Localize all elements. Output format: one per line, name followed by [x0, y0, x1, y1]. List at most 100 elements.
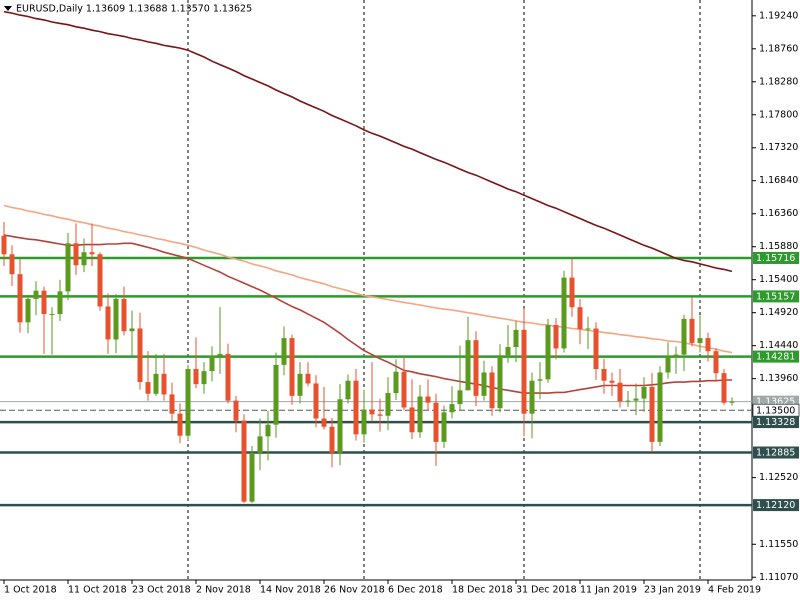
candle-body	[33, 290, 39, 299]
candle-body	[481, 372, 487, 396]
y-tick-label: 1.13960	[759, 373, 798, 384]
candle-body	[57, 291, 63, 315]
chart-title: EURUSD,Daily 1.13609 1.13688 1.13570 1.1…	[16, 4, 252, 15]
candle-body	[681, 318, 687, 355]
candle-body	[473, 340, 479, 396]
x-tick-label: 1 Oct 2018	[4, 585, 57, 596]
candle-body	[585, 328, 591, 330]
candle-body	[297, 373, 303, 396]
candle-body	[129, 328, 135, 332]
candle-body	[529, 380, 535, 414]
candle-body	[217, 353, 223, 356]
x-tick-label: 14 Nov 2018	[260, 585, 321, 596]
price-level-label: 1.15157	[756, 291, 795, 302]
x-tick-label: 31 Dec 2018	[516, 585, 577, 596]
candle-body	[425, 396, 431, 403]
candle-body	[465, 340, 471, 391]
x-tick-label: 4 Feb 2019	[708, 585, 761, 596]
candle-body	[513, 329, 519, 348]
candle-body	[185, 369, 191, 436]
candle-body	[697, 338, 703, 343]
moving-average	[3, 204, 733, 354]
candle-body	[241, 420, 247, 502]
candle-body	[673, 354, 679, 357]
candle-body	[257, 436, 263, 453]
price-level-tag	[753, 416, 799, 429]
price-level-label: 1.14281	[756, 352, 795, 363]
candle-body	[225, 353, 231, 401]
candle-body	[105, 306, 111, 340]
price-level-tag	[753, 251, 799, 264]
candle-body	[705, 338, 711, 352]
candle-body	[41, 290, 47, 315]
x-tick-label: 11 Oct 2018	[68, 585, 127, 596]
candle-body	[441, 412, 447, 442]
candle-body	[409, 407, 415, 433]
candle-body	[385, 393, 391, 416]
candle-body	[65, 243, 71, 292]
y-tick-label: 1.16360	[759, 208, 798, 219]
candle-body	[177, 413, 183, 436]
candle-body	[81, 252, 87, 266]
candle-body	[49, 314, 55, 316]
y-tick-label: 1.17800	[759, 109, 798, 120]
candle-body	[113, 298, 119, 340]
candle-body	[657, 372, 663, 442]
candle-body	[329, 426, 335, 453]
price-level-tag	[753, 499, 799, 512]
candle-body	[153, 373, 159, 394]
candle-body	[505, 347, 511, 356]
price-level-tag	[753, 446, 799, 459]
price-level-label: 1.12885	[756, 448, 795, 459]
price-level-tag	[753, 350, 799, 363]
price-level-label: 1.13625	[756, 397, 795, 408]
candle-body	[313, 383, 319, 419]
candle-body	[305, 373, 311, 384]
y-tick-label: 1.14440	[759, 340, 798, 351]
candle-body	[489, 372, 495, 409]
candle-body	[401, 371, 407, 408]
candle-body	[321, 418, 327, 427]
x-tick-label: 18 Dec 2018	[452, 585, 513, 596]
candle-body	[689, 318, 695, 343]
y-tick-label: 1.15880	[759, 241, 798, 252]
candle-body	[449, 404, 455, 413]
candle-body	[609, 380, 615, 383]
candle-body	[649, 386, 655, 442]
candle-body	[137, 328, 143, 383]
x-tick-label: 23 Jan 2019	[644, 585, 701, 596]
x-tick-label: 11 Jan 2019	[580, 585, 637, 596]
candle-body	[393, 371, 399, 394]
candle-body	[193, 369, 199, 385]
x-tick-label: 23 Oct 2018	[132, 585, 191, 596]
candle-body	[577, 307, 583, 330]
candle-body	[561, 277, 567, 349]
candle-body	[537, 379, 543, 381]
y-tick-label: 1.11070	[759, 572, 798, 583]
candle-body	[377, 414, 383, 416]
candle-body	[457, 390, 463, 405]
candle-body	[617, 382, 623, 402]
candle-body	[665, 356, 671, 373]
moving-average	[3, 234, 732, 394]
candle-body	[89, 252, 95, 255]
candle-body	[369, 409, 375, 415]
candle-body	[1, 235, 7, 255]
candle-body	[625, 400, 631, 402]
y-tick-label: 1.17320	[759, 142, 798, 153]
candle-body	[337, 399, 343, 453]
candle-body	[353, 380, 359, 435]
candle-body	[249, 452, 255, 502]
y-tick-label: 1.16840	[759, 175, 798, 186]
candle-body	[17, 274, 23, 323]
candle-body	[265, 424, 271, 437]
price-level-label: 1.13328	[756, 417, 795, 428]
candle-body	[201, 371, 207, 385]
moving-average	[3, 10, 733, 273]
menu-icon[interactable]	[4, 6, 12, 11]
candle-body	[497, 355, 503, 409]
candle-body	[713, 351, 719, 374]
price-level-label: 1.12120	[756, 500, 795, 511]
